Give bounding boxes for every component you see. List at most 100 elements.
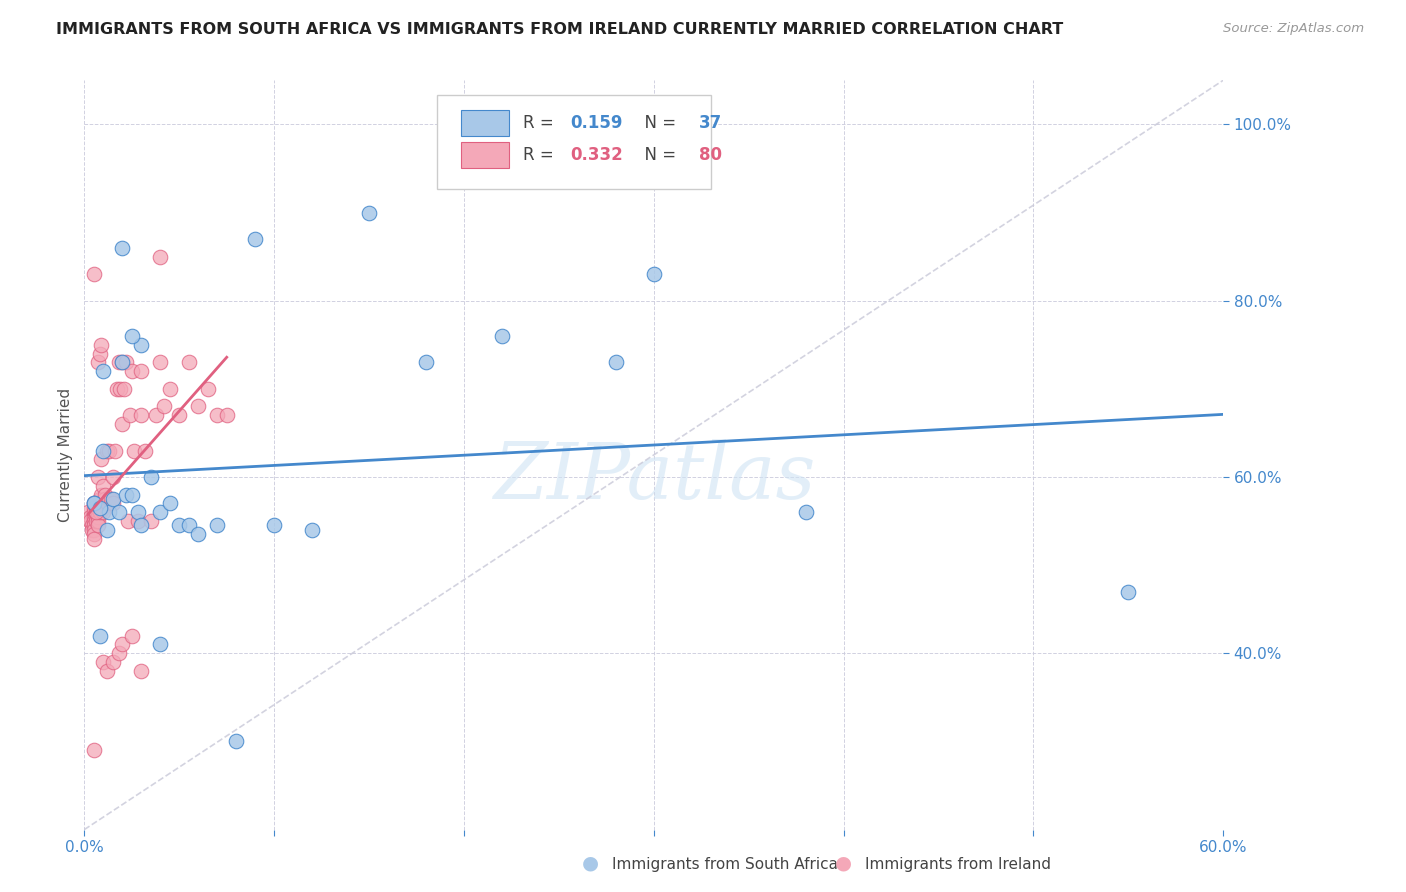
Point	[93, 443, 115, 458]
Point	[159, 382, 181, 396]
Point	[90, 337, 112, 351]
Text: N =: N =	[634, 114, 682, 132]
Point	[83, 743, 105, 757]
Point	[225, 734, 247, 748]
Point	[121, 364, 143, 378]
Point	[96, 664, 118, 678]
Point	[83, 500, 105, 515]
Point	[139, 470, 162, 484]
Point	[197, 382, 219, 396]
Point	[84, 514, 107, 528]
Point	[86, 509, 108, 524]
Point	[89, 346, 111, 360]
Point	[177, 355, 200, 369]
Point	[153, 400, 176, 414]
Point	[131, 664, 153, 678]
Point	[96, 523, 118, 537]
Point	[111, 355, 134, 369]
Point	[643, 267, 665, 281]
Point	[83, 505, 105, 519]
Point	[84, 509, 107, 524]
Point	[83, 496, 105, 510]
Point	[187, 527, 209, 541]
FancyBboxPatch shape	[461, 111, 509, 136]
Point	[98, 443, 121, 458]
Point	[121, 329, 143, 343]
Point	[115, 355, 138, 369]
Point	[134, 443, 156, 458]
Text: Immigrants from South Africa: Immigrants from South Africa	[612, 857, 838, 872]
Point	[159, 496, 181, 510]
Point	[93, 500, 115, 515]
Text: IMMIGRANTS FROM SOUTH AFRICA VS IMMIGRANTS FROM IRELAND CURRENTLY MARRIED CORREL: IMMIGRANTS FROM SOUTH AFRICA VS IMMIGRAN…	[56, 22, 1063, 37]
Point	[111, 241, 134, 255]
Point	[121, 487, 143, 501]
Point	[101, 470, 124, 484]
Point	[263, 518, 285, 533]
Point	[149, 355, 172, 369]
Point	[90, 452, 112, 467]
Point	[121, 629, 143, 643]
Point	[111, 417, 134, 431]
Point	[80, 518, 103, 533]
Point	[115, 487, 138, 501]
Point	[83, 496, 105, 510]
Point	[105, 382, 128, 396]
Point	[1118, 584, 1140, 599]
Text: R =: R =	[523, 146, 558, 164]
Point	[127, 514, 149, 528]
Point	[89, 500, 111, 515]
Point	[86, 470, 108, 484]
Text: 0.332: 0.332	[571, 146, 623, 164]
Point	[93, 364, 115, 378]
Text: 0.159: 0.159	[571, 114, 623, 132]
Point	[111, 637, 134, 651]
Text: ●: ●	[582, 854, 599, 872]
Point	[83, 514, 105, 528]
Point	[86, 518, 108, 533]
Point	[96, 443, 118, 458]
Text: 80: 80	[699, 146, 723, 164]
Point	[145, 409, 167, 423]
FancyBboxPatch shape	[461, 143, 509, 168]
Text: Immigrants from Ireland: Immigrants from Ireland	[865, 857, 1050, 872]
Point	[80, 523, 103, 537]
Point	[79, 509, 101, 524]
Point	[131, 364, 153, 378]
Point	[83, 496, 105, 510]
Point	[84, 505, 107, 519]
FancyBboxPatch shape	[437, 95, 711, 189]
Point	[415, 355, 437, 369]
Point	[149, 505, 172, 519]
Point	[127, 505, 149, 519]
Point	[83, 523, 105, 537]
Point	[100, 491, 122, 506]
Text: R =: R =	[523, 114, 558, 132]
Point	[93, 505, 115, 519]
Point	[245, 232, 267, 246]
Point	[89, 629, 111, 643]
Point	[122, 443, 145, 458]
Point	[98, 505, 121, 519]
Point	[207, 409, 229, 423]
Text: 37: 37	[699, 114, 723, 132]
Point	[110, 382, 132, 396]
Point	[77, 505, 100, 519]
Y-axis label: Currently Married: Currently Married	[58, 388, 73, 522]
Text: ●: ●	[835, 854, 852, 872]
Point	[111, 355, 134, 369]
Point	[794, 505, 817, 519]
Point	[491, 329, 513, 343]
Point	[117, 514, 139, 528]
Point	[169, 518, 191, 533]
Point	[101, 491, 124, 506]
Point	[83, 527, 105, 541]
Point	[215, 409, 238, 423]
Point	[98, 491, 121, 506]
Point	[90, 487, 112, 501]
Point	[359, 205, 381, 219]
Point	[83, 509, 105, 524]
Point	[93, 479, 115, 493]
Point	[605, 355, 627, 369]
Text: ZIPatlas: ZIPatlas	[492, 439, 815, 516]
